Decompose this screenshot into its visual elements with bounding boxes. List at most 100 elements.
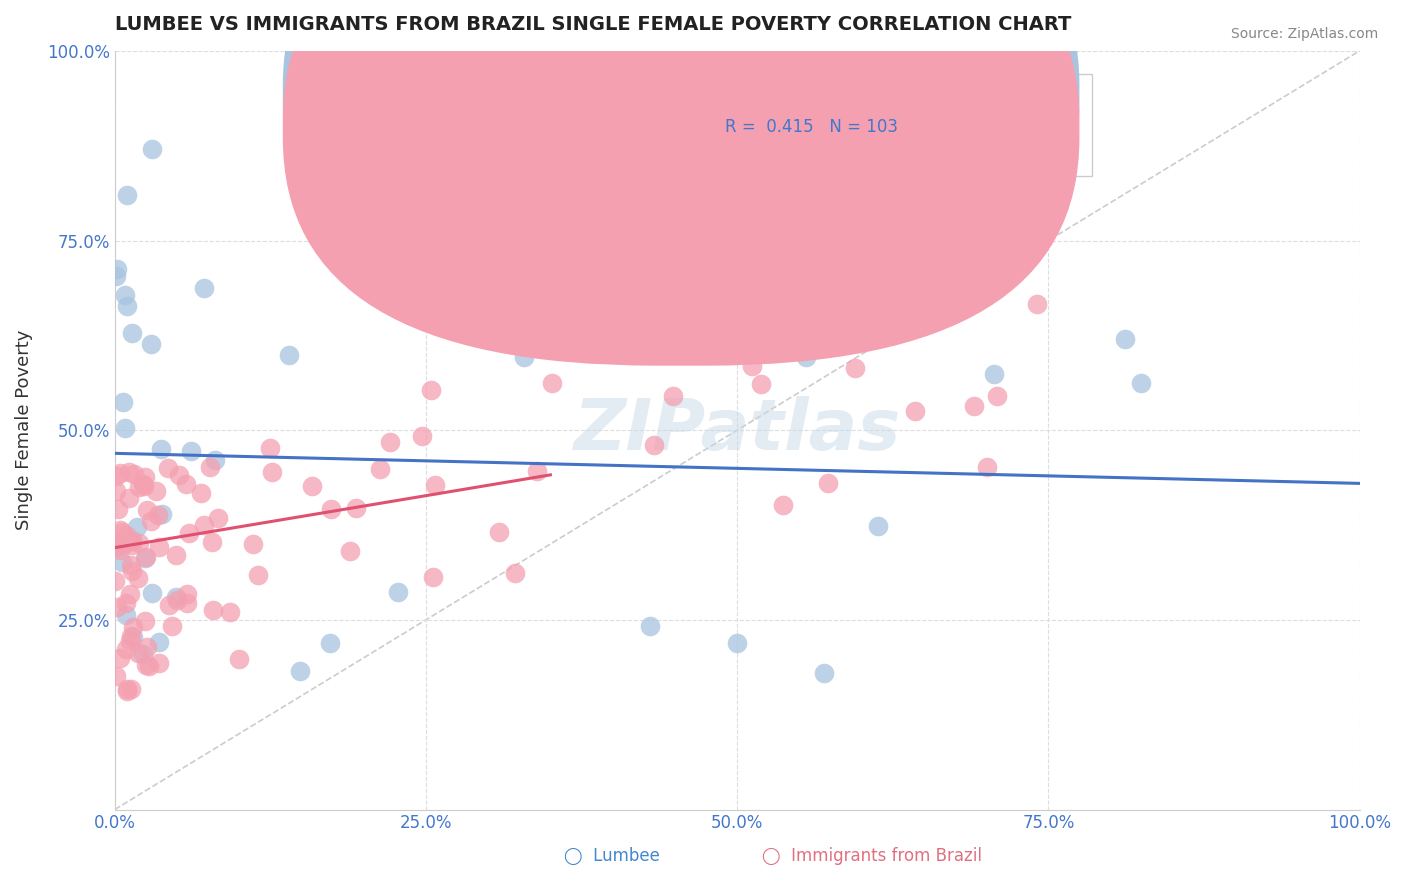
FancyBboxPatch shape — [283, 0, 1080, 332]
Point — [138, 658, 160, 673]
Point — [963, 399, 986, 413]
Point — [160, 619, 183, 633]
Point — [193, 518, 215, 533]
Point — [165, 591, 187, 605]
Point — [422, 569, 444, 583]
Point — [503, 566, 526, 580]
Point — [105, 469, 128, 483]
Point — [107, 540, 129, 554]
FancyBboxPatch shape — [631, 74, 1092, 176]
Point — [124, 467, 146, 481]
Point — [176, 587, 198, 601]
Point — [1114, 332, 1136, 346]
Text: R = -0.049   N =  40: R = -0.049 N = 40 — [724, 84, 893, 102]
Point — [193, 281, 215, 295]
Point — [121, 326, 143, 341]
Point — [114, 641, 136, 656]
Point — [174, 477, 197, 491]
Point — [120, 629, 142, 643]
Point — [202, 603, 225, 617]
Text: R =  0.415   N = 103: R = 0.415 N = 103 — [724, 118, 897, 136]
Point — [114, 288, 136, 302]
Point — [319, 502, 342, 516]
Point — [108, 650, 131, 665]
Point — [1129, 376, 1152, 391]
Point — [366, 180, 388, 194]
Point — [112, 394, 135, 409]
Point — [190, 486, 212, 500]
Point — [346, 500, 368, 515]
Point — [772, 498, 794, 512]
Point — [132, 648, 155, 662]
Point — [121, 564, 143, 578]
Point — [378, 434, 401, 449]
Point — [148, 635, 170, 649]
Point — [105, 483, 128, 498]
Point — [127, 646, 149, 660]
Point — [198, 460, 221, 475]
Point — [121, 533, 143, 547]
Point — [148, 540, 170, 554]
Text: LUMBEE VS IMMIGRANTS FROM BRAZIL SINGLE FEMALE POVERTY CORRELATION CHART: LUMBEE VS IMMIGRANTS FROM BRAZIL SINGLE … — [115, 15, 1071, 34]
Point — [110, 543, 132, 558]
Point — [262, 465, 284, 479]
Point — [340, 165, 363, 179]
Point — [976, 459, 998, 474]
Point — [986, 389, 1008, 403]
Point — [156, 461, 179, 475]
Point — [725, 635, 748, 649]
Text: ZIPatlas: ZIPatlas — [574, 396, 901, 465]
Point — [1025, 297, 1047, 311]
Text: ◯  Immigrants from Brazil: ◯ Immigrants from Brazil — [762, 847, 981, 865]
Point — [301, 479, 323, 493]
Point — [201, 534, 224, 549]
Point — [107, 538, 129, 552]
Point — [278, 348, 301, 362]
Point — [387, 584, 409, 599]
Point — [844, 361, 866, 376]
Point — [115, 188, 138, 202]
Point — [157, 598, 180, 612]
Point — [128, 479, 150, 493]
Point — [121, 537, 143, 551]
FancyBboxPatch shape — [283, 0, 1080, 366]
Point — [749, 377, 772, 392]
Point — [136, 503, 159, 517]
Point — [139, 515, 162, 529]
Point — [813, 665, 835, 680]
Point — [118, 634, 141, 648]
Point — [115, 299, 138, 313]
Point — [259, 441, 281, 455]
Point — [207, 511, 229, 525]
Point — [149, 442, 172, 456]
Point — [127, 520, 149, 534]
Point — [121, 630, 143, 644]
Point — [134, 614, 156, 628]
Point — [120, 587, 142, 601]
Point — [983, 368, 1005, 382]
Point — [115, 528, 138, 542]
Point — [115, 596, 138, 610]
Point — [104, 574, 127, 589]
Point — [104, 268, 127, 283]
Point — [120, 682, 142, 697]
Point — [638, 618, 661, 632]
Point — [787, 334, 810, 349]
Point — [120, 558, 142, 573]
Point — [177, 526, 200, 541]
Point — [167, 468, 190, 483]
Point — [141, 585, 163, 599]
Point — [135, 640, 157, 655]
Point — [288, 664, 311, 678]
Point — [204, 453, 226, 467]
Point — [796, 350, 818, 364]
Point — [141, 143, 163, 157]
Point — [148, 508, 170, 522]
Point — [135, 549, 157, 564]
Point — [139, 337, 162, 351]
Point — [145, 484, 167, 499]
Point — [148, 657, 170, 671]
Point — [104, 669, 127, 683]
Point — [411, 429, 433, 443]
Point — [165, 549, 187, 563]
